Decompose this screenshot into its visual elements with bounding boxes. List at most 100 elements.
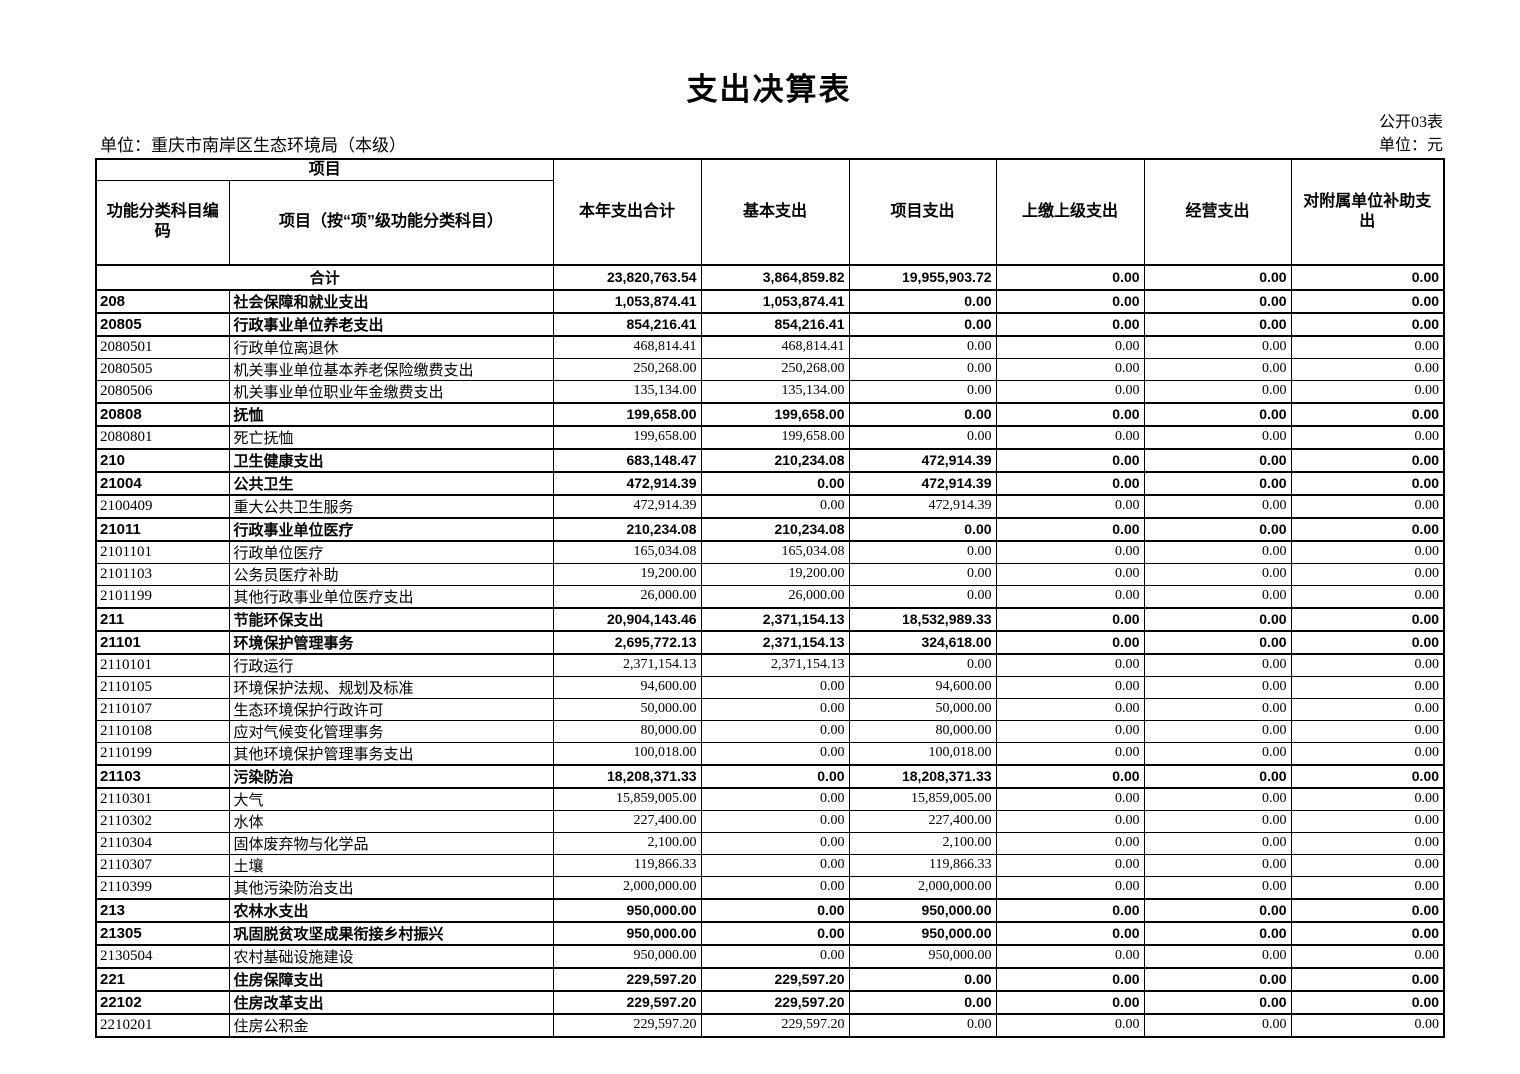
name-cell: 公共卫生	[228, 470, 554, 496]
name-cell: 社会保障和就业支出	[228, 288, 554, 314]
amount-cell-4: 0.00	[1143, 897, 1292, 923]
amount-cell-3: 0.00	[995, 288, 1145, 314]
amount-cell-1: 135,134.00	[700, 379, 850, 403]
amount-cell-1: 19,200.00	[700, 562, 850, 586]
code-cell: 2101101	[95, 540, 230, 564]
table-row: 2101103 公务员医疗补助 19,200.00 19,200.00 0.00 0.00…	[95, 562, 1445, 586]
table-header: 项目 本年支出合计 基本支出 项目支出 上缴上级支出 经营支出 对附属单位补助支…	[95, 158, 1445, 266]
amount-cell-3: 0.00	[995, 584, 1145, 608]
code-cell: 22102	[95, 989, 230, 1015]
table-row: 2101199 其他行政事业单位医疗支出 26,000.00 26,000.00 0.0…	[95, 584, 1445, 608]
amount-cell-0: 80,000.00	[552, 719, 702, 743]
amount-cell-5: 0.00	[1290, 897, 1445, 923]
table-body: 合计 23,820,763.54 3,864,859.82 19,955,903.72…	[95, 263, 1445, 1037]
amount-cell-4: 0.00	[1143, 697, 1292, 721]
col-header-operating: 经营支出	[1143, 158, 1292, 266]
name-cell: 环境保护法规、规划及标准	[228, 675, 554, 699]
table-row: 2080801 死亡抚恤 199,658.00 199,658.00 0.00 0.00 0…	[95, 425, 1445, 449]
amount-cell-2: 472,914.39	[848, 494, 997, 518]
amount-cell-2: 950,000.00	[848, 944, 997, 968]
amount-cell-3: 0.00	[995, 494, 1145, 518]
code-cell: 2110307	[95, 853, 230, 877]
amount-cell-1: 0.00	[700, 897, 850, 923]
amount-cell-4: 0.00	[1143, 425, 1292, 449]
table-row: 21101 环境保护管理事务 2,695,772.13 2,371,154.13 324…	[95, 629, 1445, 655]
name-cell: 行政事业单位医疗	[228, 516, 554, 542]
col-header-item: 项目（按“项”级功能分类科目）	[228, 180, 554, 266]
amount-cell-2: 0.00	[848, 335, 997, 359]
table-row: 208 社会保障和就业支出 1,053,874.41 1,053,874.41 0.00…	[95, 288, 1445, 314]
total-row: 合计 23,820,763.54 3,864,859.82 19,955,903.72…	[95, 263, 1445, 291]
code-cell: 21011	[95, 516, 230, 542]
code-cell: 211	[95, 606, 230, 632]
amount-cell-0: 229,597.20	[552, 989, 702, 1015]
name-cell: 大气	[228, 787, 554, 811]
amount-cell-0: 472,914.39	[552, 470, 702, 496]
amount-cell-2: 324,618.00	[848, 629, 997, 655]
table-row: 2110199 其他环境保护管理事务支出 100,018.00 0.00 100,018…	[95, 741, 1445, 765]
table-row: 2100409 重大公共卫生服务 472,914.39 0.00 472,914.39 0…	[95, 494, 1445, 518]
amount-cell-1: 3,864,859.82	[700, 263, 850, 291]
amount-cell-1: 0.00	[700, 875, 850, 899]
code-cell: 2080801	[95, 425, 230, 449]
code-cell: 21101	[95, 629, 230, 655]
amount-cell-2: 0.00	[848, 516, 997, 542]
amount-cell-2: 0.00	[848, 653, 997, 677]
table-row: 20805 行政事业单位养老支出 854,216.41 854,216.41 0.00 0…	[95, 311, 1445, 337]
org-unit-label: 单位：重庆市南岸区生态环境局（本级）	[100, 136, 406, 155]
table-row: 2130504 农村基础设施建设 950,000.00 0.00 950,000.00 0…	[95, 944, 1445, 968]
amount-cell-1: 199,658.00	[700, 425, 850, 449]
code-cell: 210	[95, 447, 230, 473]
amount-cell-4: 0.00	[1143, 335, 1292, 359]
amount-cell-2: 0.00	[848, 562, 997, 586]
amount-cell-4: 0.00	[1143, 401, 1292, 427]
expenditure-table: 项目 本年支出合计 基本支出 项目支出 上缴上级支出 经营支出 对附属单位补助支…	[95, 158, 1446, 1038]
amount-cell-3: 0.00	[995, 516, 1145, 542]
amount-cell-2: 0.00	[848, 401, 997, 427]
table-row: 210 卫生健康支出 683,148.47 210,234.08 472,914.39 0…	[95, 447, 1445, 473]
name-cell: 节能环保支出	[228, 606, 554, 632]
amount-cell-5: 0.00	[1290, 741, 1445, 765]
amount-cell-5: 0.00	[1290, 787, 1445, 811]
code-cell: 20808	[95, 401, 230, 427]
amount-cell-3: 0.00	[995, 447, 1145, 473]
amount-cell-4: 0.00	[1143, 741, 1292, 765]
amount-cell-5: 0.00	[1290, 966, 1445, 992]
code-cell: 2080501	[95, 335, 230, 359]
code-cell: 21004	[95, 470, 230, 496]
amount-cell-5: 0.00	[1290, 540, 1445, 564]
code-cell: 213	[95, 897, 230, 923]
name-cell: 行政单位离退休	[228, 335, 554, 359]
name-cell: 污染防治	[228, 763, 554, 789]
code-cell: 2110399	[95, 875, 230, 899]
amount-cell-2: 19,955,903.72	[848, 263, 997, 291]
code-cell: 2110107	[95, 697, 230, 721]
amount-cell-2: 15,859,005.00	[848, 787, 997, 811]
amount-cell-1: 0.00	[700, 831, 850, 855]
name-cell: 住房改革支出	[228, 989, 554, 1015]
amount-cell-0: 199,658.00	[552, 401, 702, 427]
amount-cell-2: 18,532,989.33	[848, 606, 997, 632]
amount-cell-4: 0.00	[1143, 966, 1292, 992]
amount-cell-4: 0.00	[1143, 357, 1292, 381]
name-cell: 固体废弃物与化学品	[228, 831, 554, 855]
amount-cell-1: 0.00	[700, 719, 850, 743]
amount-cell-5: 0.00	[1290, 357, 1445, 381]
amount-cell-0: 950,000.00	[552, 944, 702, 968]
table-row: 22102 住房改革支出 229,597.20 229,597.20 0.00 0.00 0…	[95, 989, 1445, 1015]
amount-cell-0: 26,000.00	[552, 584, 702, 608]
amount-cell-0: 2,371,154.13	[552, 653, 702, 677]
amount-cell-1: 468,814.41	[700, 335, 850, 359]
amount-cell-5: 0.00	[1290, 425, 1445, 449]
table-row: 2110304 固体废弃物与化学品 2,100.00 0.00 2,100.00 0.00…	[95, 831, 1445, 855]
name-cell: 农林水支出	[228, 897, 554, 923]
code-cell: 221	[95, 966, 230, 992]
name-cell: 住房公积金	[228, 1013, 554, 1037]
amount-cell-4: 0.00	[1143, 920, 1292, 946]
table-row: 2110101 行政运行 2,371,154.13 2,371,154.13 0.00 0…	[95, 653, 1445, 677]
amount-cell-1: 2,371,154.13	[700, 653, 850, 677]
amount-cell-3: 0.00	[995, 875, 1145, 899]
amount-cell-0: 165,034.08	[552, 540, 702, 564]
col-header-subsidy: 对附属单位补助支出	[1290, 158, 1445, 266]
